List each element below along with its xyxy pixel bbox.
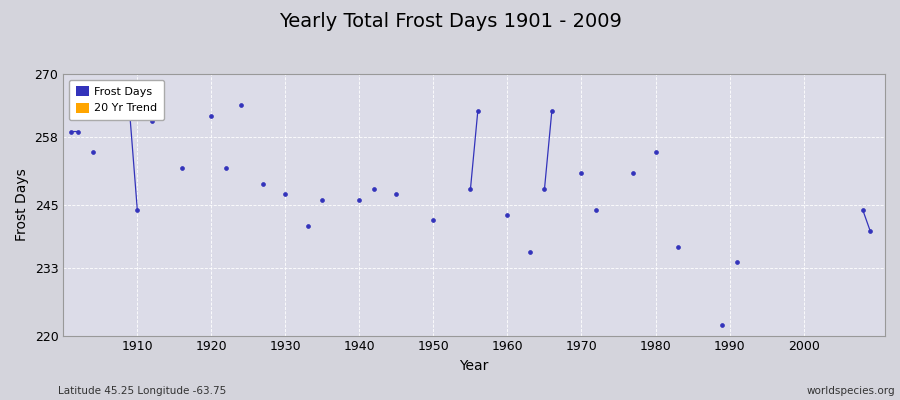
Text: worldspecies.org: worldspecies.org xyxy=(807,386,896,396)
Text: Latitude 45.25 Longitude -63.75: Latitude 45.25 Longitude -63.75 xyxy=(58,386,227,396)
Text: Yearly Total Frost Days 1901 - 2009: Yearly Total Frost Days 1901 - 2009 xyxy=(279,12,621,31)
X-axis label: Year: Year xyxy=(460,359,489,373)
Y-axis label: Frost Days: Frost Days xyxy=(15,168,29,241)
Legend: Frost Days, 20 Yr Trend: Frost Days, 20 Yr Trend xyxy=(68,80,164,120)
